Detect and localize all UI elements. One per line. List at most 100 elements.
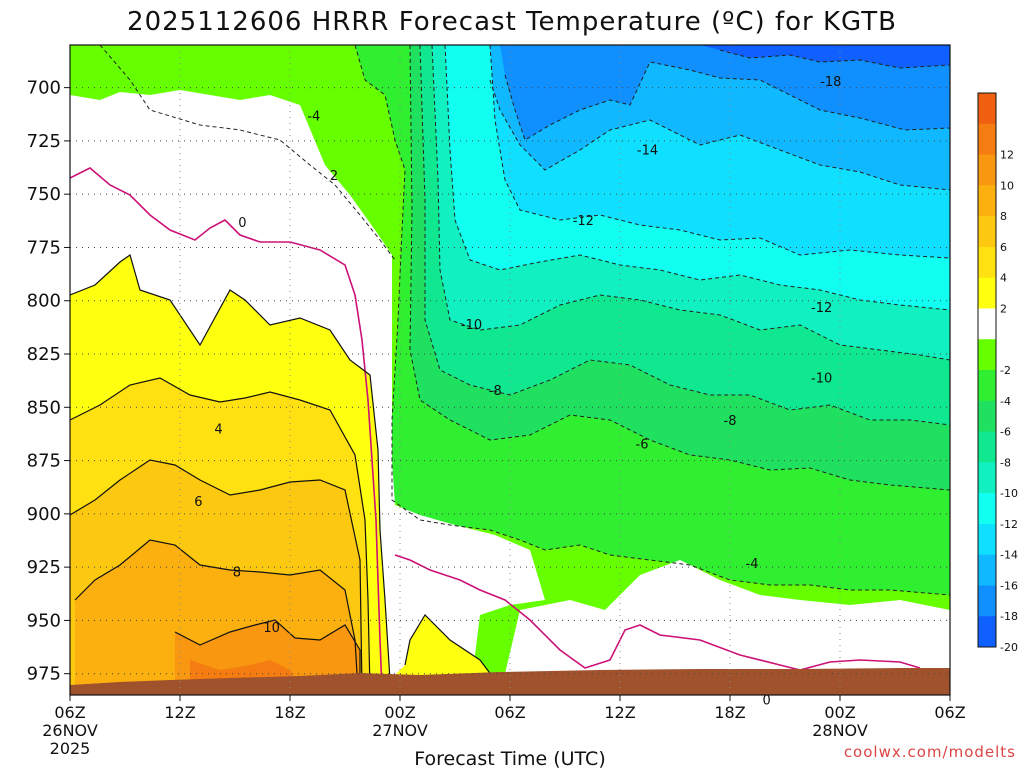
negative-contour-lines bbox=[99, 45, 950, 596]
contour-minus-18 bbox=[504, 61, 950, 141]
x-tick-label-2: 18Z bbox=[274, 703, 305, 722]
contour-label-16: 10 bbox=[263, 621, 280, 636]
colorbar-label-15: -16 bbox=[1000, 579, 1018, 592]
y-tick-label-9: 925 bbox=[27, 557, 61, 578]
contour-label-2: -14 bbox=[637, 143, 658, 158]
x-tick-year-0: 2025 bbox=[50, 739, 91, 758]
contour-label-4: 0 bbox=[238, 216, 246, 231]
colorbar-swatch-4 bbox=[978, 216, 996, 248]
contour-label-13: 6 bbox=[194, 495, 202, 510]
colorbar-swatch-7 bbox=[978, 308, 996, 340]
colorbar-label-14: -14 bbox=[1000, 549, 1018, 562]
colorbar-label-17: -20 bbox=[1000, 641, 1018, 654]
x-tick-label-3: 00Z bbox=[384, 703, 415, 722]
contour-plus-6 bbox=[70, 459, 363, 691]
contour-label-1: -4 bbox=[307, 109, 320, 124]
x-tick-date-3: 27NOV bbox=[372, 721, 428, 740]
y-tick-label-1: 725 bbox=[27, 131, 61, 152]
x-tick-label-5: 12Z bbox=[604, 703, 635, 722]
contour-minus-8 bbox=[419, 45, 950, 426]
colorbar-swatch-14 bbox=[978, 523, 996, 556]
x-tick-label-0: 06Z bbox=[54, 703, 85, 722]
colorbar-swatch-15 bbox=[978, 554, 996, 586]
colorbar-swatch-16 bbox=[978, 585, 996, 617]
colorbar-swatch-1 bbox=[978, 123, 996, 156]
colorbar-swatch-11 bbox=[978, 431, 996, 463]
colorbar-swatch-6 bbox=[978, 277, 996, 309]
colorbar-swatch-5 bbox=[978, 246, 996, 279]
colorbar-label-10: -6 bbox=[1000, 426, 1011, 439]
colorbar-swatch-9 bbox=[978, 370, 996, 402]
contour-label-0: -18 bbox=[820, 75, 841, 90]
contour-minus-16 bbox=[489, 79, 950, 191]
y-tick-label-3: 775 bbox=[27, 237, 61, 258]
contour-label-3: 2 bbox=[330, 169, 338, 184]
colorbar-swatch-12 bbox=[978, 462, 996, 494]
band-minus-18 bbox=[500, 45, 950, 140]
colorbar-label-16: -18 bbox=[1000, 610, 1018, 623]
y-tick-label-8: 900 bbox=[27, 504, 61, 525]
band-minus-20 bbox=[700, 45, 950, 68]
y-tick-label-4: 800 bbox=[27, 291, 61, 312]
colorbar-label-2: 10 bbox=[1000, 179, 1014, 192]
contour-label-11: -8 bbox=[724, 414, 737, 429]
contour-minus-2 bbox=[99, 45, 396, 261]
contour-minus-4 bbox=[354, 45, 950, 596]
credit-text: coolwx.com/modelts bbox=[844, 743, 1016, 761]
x-tick-label-6: 18Z bbox=[714, 703, 745, 722]
colorbar-swatch-3 bbox=[978, 185, 996, 217]
colorbar-swatch-2 bbox=[978, 154, 996, 186]
x-tick-label-7: 00Z bbox=[824, 703, 855, 722]
y-tick-label-7: 875 bbox=[27, 451, 61, 472]
contour-plus-2-low bbox=[404, 614, 496, 681]
colorbar-swatch-8 bbox=[978, 339, 996, 371]
contour-plus-10 bbox=[174, 619, 361, 690]
y-tick-label-5: 825 bbox=[27, 344, 61, 365]
colorbar-label-5: 4 bbox=[1000, 272, 1007, 285]
x-tick-label-1: 12Z bbox=[164, 703, 195, 722]
contour-label-17: 0 bbox=[763, 693, 771, 708]
contour-minus-6 bbox=[409, 45, 950, 491]
colorbar-swatch-17 bbox=[978, 616, 996, 648]
contour-label-15: 8 bbox=[233, 565, 241, 580]
colorbar-label-8: -2 bbox=[1000, 364, 1011, 377]
colorbar-label-12: -10 bbox=[1000, 487, 1018, 500]
zero-contour-lower bbox=[394, 554, 921, 671]
y-tick-label-11: 975 bbox=[27, 664, 61, 685]
contour-minus-20 bbox=[719, 49, 950, 69]
x-tick-label-8: 06Z bbox=[934, 703, 965, 722]
contour-label-10: 4 bbox=[214, 423, 222, 438]
contour-labels: -18 -4 -14 2 0 -12 -12 -10 -10 -8 4 -8 -6 6 -4 8 10 0 bbox=[194, 75, 841, 708]
chart-title: 2025112606 HRRR Forecast Temperature (ºC… bbox=[127, 7, 897, 37]
x-tick-date-7: 28NOV bbox=[812, 721, 868, 740]
y-tick-label-10: 950 bbox=[27, 610, 61, 631]
colorbar: 12 10 8 6 4 2 -2 -4 -6 -8 -10 -12 -14 -16 -18 -20 bbox=[977, 92, 1018, 654]
colorbar-frame bbox=[977, 92, 997, 648]
y-tick-label-6: 850 bbox=[27, 397, 61, 418]
contour-label-6: -12 bbox=[811, 301, 832, 316]
zero-contour-upper bbox=[70, 167, 383, 691]
contour-label-12: -6 bbox=[636, 438, 649, 453]
colorbar-label-1: 12 bbox=[1000, 149, 1014, 162]
colorbar-swatch-0 bbox=[978, 93, 996, 125]
colorbar-label-4: 6 bbox=[1000, 241, 1007, 254]
contour-plus-8 bbox=[74, 539, 359, 691]
colorbar-label-13: -12 bbox=[1000, 518, 1018, 531]
y-axis: 700 725 750 775 800 825 850 875 900 925 950 975 bbox=[27, 78, 70, 685]
contour-label-9: -8 bbox=[489, 384, 502, 399]
zero-contour-lines bbox=[70, 167, 921, 691]
colorbar-swatch-10 bbox=[978, 400, 996, 433]
band-minus-4 bbox=[355, 45, 950, 695]
contour-minus-10 bbox=[431, 45, 950, 361]
y-tick-label-2: 750 bbox=[27, 184, 61, 205]
contour-minus-12 bbox=[444, 45, 950, 311]
contour-label-5: -12 bbox=[573, 214, 594, 229]
colorbar-label-6: 2 bbox=[1000, 302, 1007, 315]
contour-label-14: -4 bbox=[746, 557, 759, 572]
contour-label-8: -10 bbox=[811, 371, 832, 386]
contour-plus-4 bbox=[70, 377, 371, 691]
contour-label-7: -10 bbox=[461, 318, 482, 333]
x-tick-label-4: 06Z bbox=[494, 703, 525, 722]
